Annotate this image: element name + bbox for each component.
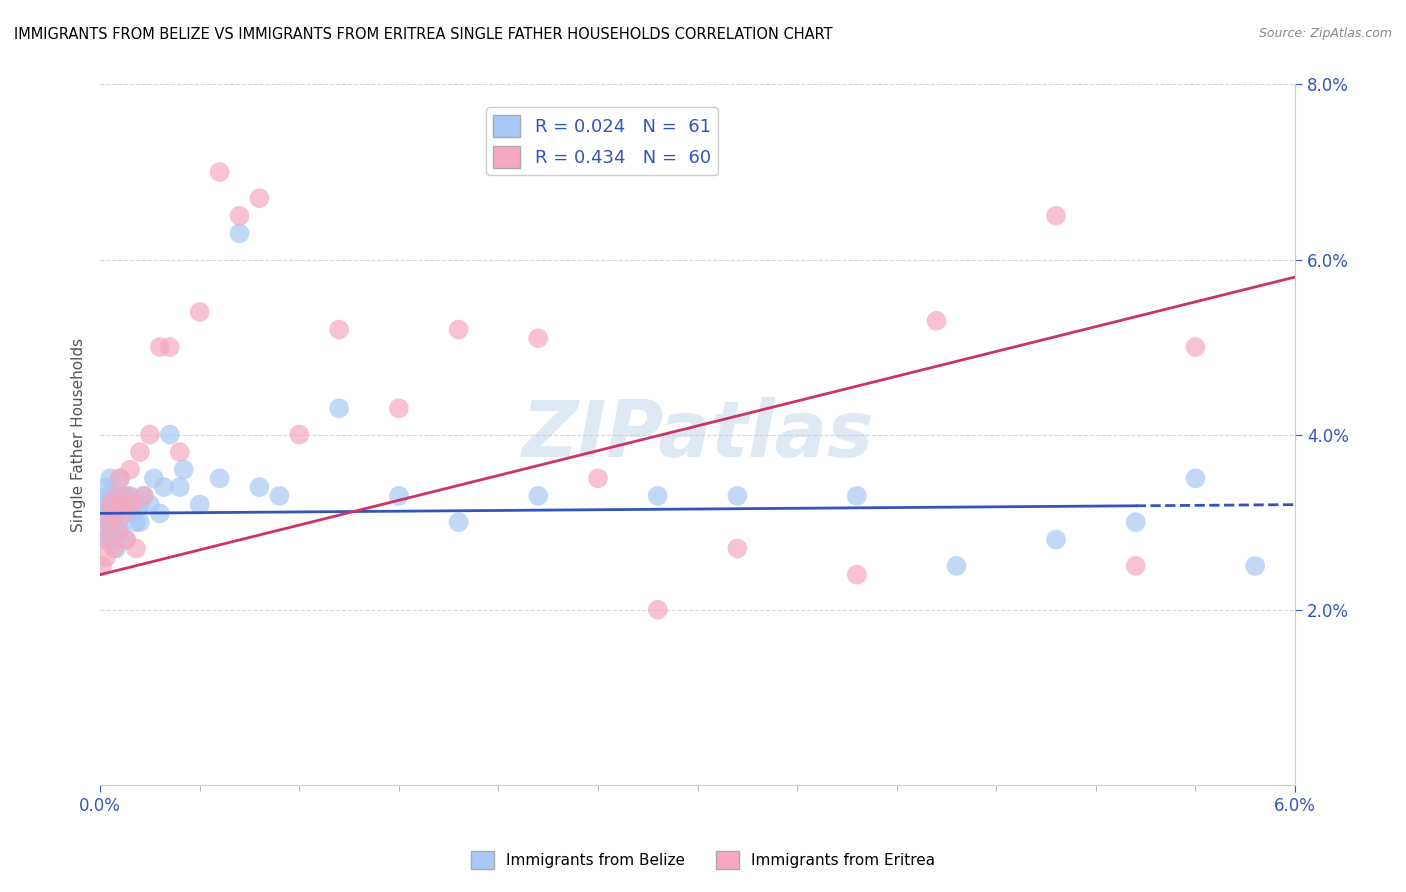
Point <box>115 533 138 547</box>
Point <box>105 541 128 556</box>
Point <box>586 471 609 485</box>
Point <box>105 507 128 521</box>
Point <box>647 489 669 503</box>
Point <box>208 471 231 485</box>
Point <box>111 498 134 512</box>
Point <box>117 498 139 512</box>
Point <box>91 558 114 573</box>
Point <box>945 558 967 573</box>
Point <box>98 507 121 521</box>
Text: ZIPatlas: ZIPatlas <box>522 397 873 473</box>
Point <box>98 471 121 485</box>
Point <box>107 524 129 538</box>
Point <box>139 498 162 512</box>
Point <box>121 507 143 521</box>
Point <box>105 489 128 503</box>
Point <box>108 471 131 485</box>
Point <box>101 498 124 512</box>
Point <box>925 314 948 328</box>
Y-axis label: Single Father Households: Single Father Households <box>72 337 86 532</box>
Point <box>121 498 143 512</box>
Point <box>1184 340 1206 354</box>
Point <box>112 507 135 521</box>
Point <box>118 462 141 476</box>
Point <box>94 533 117 547</box>
Point <box>1184 471 1206 485</box>
Text: Source: ZipAtlas.com: Source: ZipAtlas.com <box>1258 27 1392 40</box>
Point <box>108 524 131 538</box>
Point <box>103 541 125 556</box>
Point <box>447 322 470 336</box>
Legend: R = 0.024   N =  61, R = 0.434   N =  60: R = 0.024 N = 61, R = 0.434 N = 60 <box>486 107 718 175</box>
Point <box>845 489 868 503</box>
Point <box>1045 533 1067 547</box>
Point <box>188 305 211 319</box>
Point <box>328 401 350 416</box>
Point <box>527 489 550 503</box>
Point <box>97 515 120 529</box>
Point <box>447 515 470 529</box>
Point <box>103 489 125 503</box>
Point <box>117 489 139 503</box>
Point <box>98 498 121 512</box>
Point <box>388 489 411 503</box>
Point <box>94 480 117 494</box>
Point <box>101 507 124 521</box>
Point <box>94 550 117 565</box>
Point <box>1125 558 1147 573</box>
Point <box>228 209 250 223</box>
Point <box>1244 558 1267 573</box>
Point <box>118 489 141 503</box>
Point <box>249 191 271 205</box>
Point <box>527 331 550 345</box>
Point <box>159 427 181 442</box>
Point <box>129 498 152 512</box>
Point <box>125 541 148 556</box>
Point <box>173 462 195 476</box>
Point <box>149 340 172 354</box>
Point <box>845 567 868 582</box>
Point <box>388 401 411 416</box>
Point <box>269 489 291 503</box>
Point <box>93 498 115 512</box>
Point <box>228 226 250 240</box>
Point <box>93 533 115 547</box>
Point <box>91 507 114 521</box>
Point <box>125 515 148 529</box>
Point <box>1045 209 1067 223</box>
Point <box>142 471 165 485</box>
Point <box>108 471 131 485</box>
Point <box>129 515 152 529</box>
Point <box>132 489 155 503</box>
Point <box>159 340 181 354</box>
Text: IMMIGRANTS FROM BELIZE VS IMMIGRANTS FROM ERITREA SINGLE FATHER HOUSEHOLDS CORRE: IMMIGRANTS FROM BELIZE VS IMMIGRANTS FRO… <box>14 27 832 42</box>
Point <box>153 480 176 494</box>
Point <box>93 524 115 538</box>
Point <box>129 445 152 459</box>
Point <box>208 165 231 179</box>
Point <box>1125 515 1147 529</box>
Point <box>249 480 271 494</box>
Point <box>97 489 120 503</box>
Point <box>169 480 191 494</box>
Point <box>111 498 134 512</box>
Legend: Immigrants from Belize, Immigrants from Eritrea: Immigrants from Belize, Immigrants from … <box>465 845 941 875</box>
Point <box>288 427 311 442</box>
Point <box>149 507 172 521</box>
Point <box>112 489 135 503</box>
Point <box>328 322 350 336</box>
Point <box>132 489 155 503</box>
Point <box>101 533 124 547</box>
Point <box>169 445 191 459</box>
Point <box>107 515 129 529</box>
Point <box>725 489 748 503</box>
Point <box>647 602 669 616</box>
Point <box>139 427 162 442</box>
Point <box>188 498 211 512</box>
Point <box>725 541 748 556</box>
Point <box>115 533 138 547</box>
Point <box>97 515 120 529</box>
